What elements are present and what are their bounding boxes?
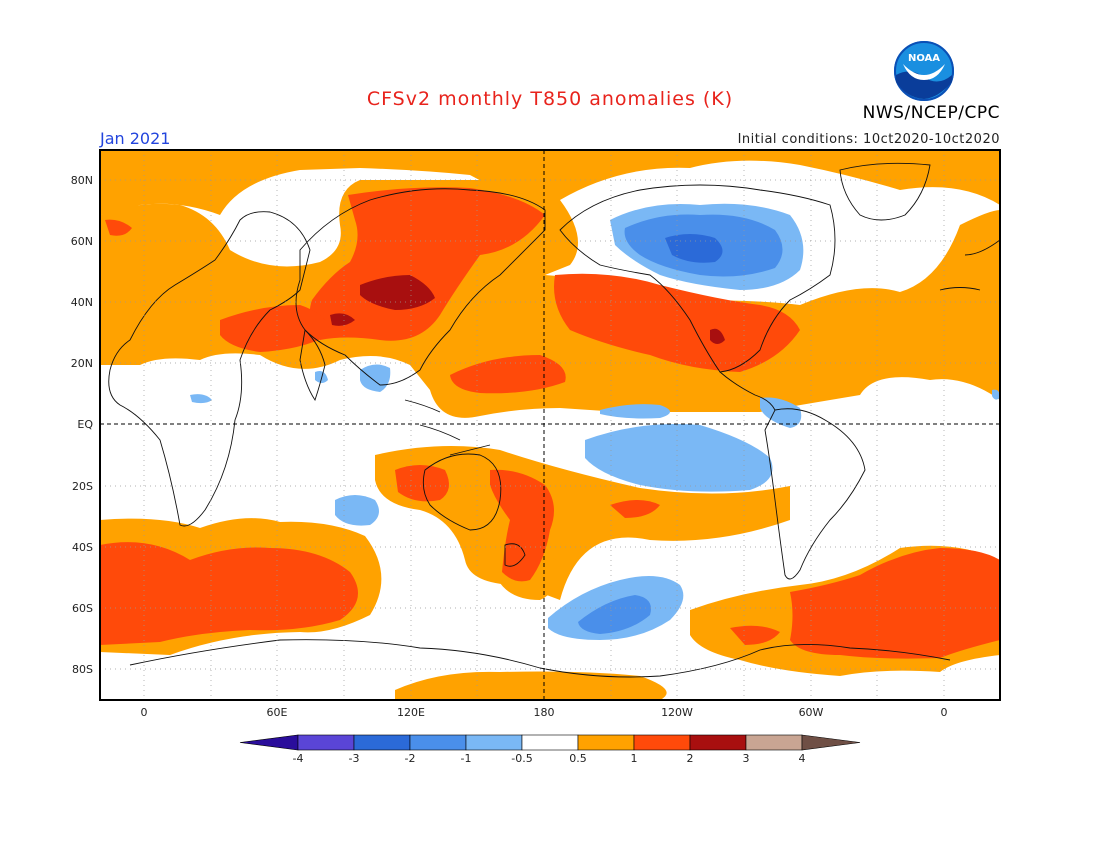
colorbar-segment bbox=[745, 734, 803, 751]
colorbar-tick-label: 2 bbox=[687, 752, 694, 765]
warm-anomaly-mid bbox=[100, 187, 1000, 659]
lat-tick-label: 20S bbox=[72, 480, 93, 493]
lon-tick-label: 60W bbox=[799, 706, 824, 719]
anomaly-field bbox=[100, 150, 1000, 700]
map-frame bbox=[99, 149, 1001, 701]
equator-dateline bbox=[100, 150, 1000, 700]
colorbar-segment bbox=[577, 734, 635, 751]
colorbar-tick-label: 0.5 bbox=[569, 752, 587, 765]
colorbar-tick-label: -1 bbox=[461, 752, 472, 765]
colorbar-segment bbox=[353, 734, 411, 751]
colorbar-segment bbox=[297, 734, 355, 751]
map-title: CFSv2 monthly T850 anomalies (K) bbox=[366, 88, 734, 110]
lat-tick-label: 60N bbox=[71, 235, 93, 248]
cool-anomaly-dark bbox=[665, 234, 723, 263]
longitude-axis: 0 60E 120E 180 120W 60W 0 bbox=[141, 706, 948, 719]
lon-tick-label: 60E bbox=[267, 706, 288, 719]
noaa-logo-icon: NOAA bbox=[894, 41, 954, 101]
lat-tick-label: 80N bbox=[71, 174, 93, 187]
colorbar-tick-label: 1 bbox=[631, 752, 638, 765]
valid-month-label: Jan 2021 bbox=[100, 129, 171, 148]
colorbar-tick-label: -4 bbox=[293, 752, 304, 765]
noaa-logo-text: NOAA bbox=[908, 53, 940, 64]
colorbar-segment bbox=[633, 734, 691, 751]
lat-tick-label: 80S bbox=[72, 663, 93, 676]
latitude-axis: 80N 60N 40N 20N EQ 20S 40S 60S 80S bbox=[71, 174, 94, 676]
colorbar-segment bbox=[409, 734, 467, 751]
lat-tick-label: 60S bbox=[72, 602, 93, 615]
agency-label: NWS/NCEP/CPC bbox=[862, 103, 1000, 123]
colorbar-tick-label: -3 bbox=[349, 752, 360, 765]
lon-tick-label: 120E bbox=[397, 706, 425, 719]
warm-anomaly-dark bbox=[330, 275, 725, 344]
colorbar-segment bbox=[465, 734, 523, 751]
initial-conditions-label: Initial conditions: 10ct2020-10ct2020 bbox=[737, 132, 1000, 147]
lat-tick-label: 40S bbox=[72, 541, 93, 554]
colorbar-segment bbox=[521, 734, 579, 751]
colorbar-lower-arrow bbox=[239, 734, 299, 751]
graticule bbox=[100, 150, 1000, 700]
coastlines bbox=[108, 162, 1000, 678]
colorbar: -4 -3 -2 -1 -0.5 0.5 1 2 3 4 bbox=[239, 734, 861, 765]
lon-tick-label: 0 bbox=[141, 706, 148, 719]
colorbar-tick-label: -0.5 bbox=[511, 752, 532, 765]
colorbar-upper-arrow bbox=[801, 734, 861, 751]
lat-tick-label: 20N bbox=[71, 357, 93, 370]
colorbar-tick-label: -2 bbox=[405, 752, 416, 765]
lat-tick-label: EQ bbox=[77, 418, 93, 431]
lon-tick-label: 180 bbox=[534, 706, 555, 719]
colorbar-tick-label: 3 bbox=[743, 752, 750, 765]
lon-tick-label: 0 bbox=[941, 706, 948, 719]
lat-tick-label: 40N bbox=[71, 296, 93, 309]
colorbar-tick-label: 4 bbox=[799, 752, 806, 765]
colorbar-segment bbox=[689, 734, 747, 751]
lon-tick-label: 120W bbox=[661, 706, 693, 719]
